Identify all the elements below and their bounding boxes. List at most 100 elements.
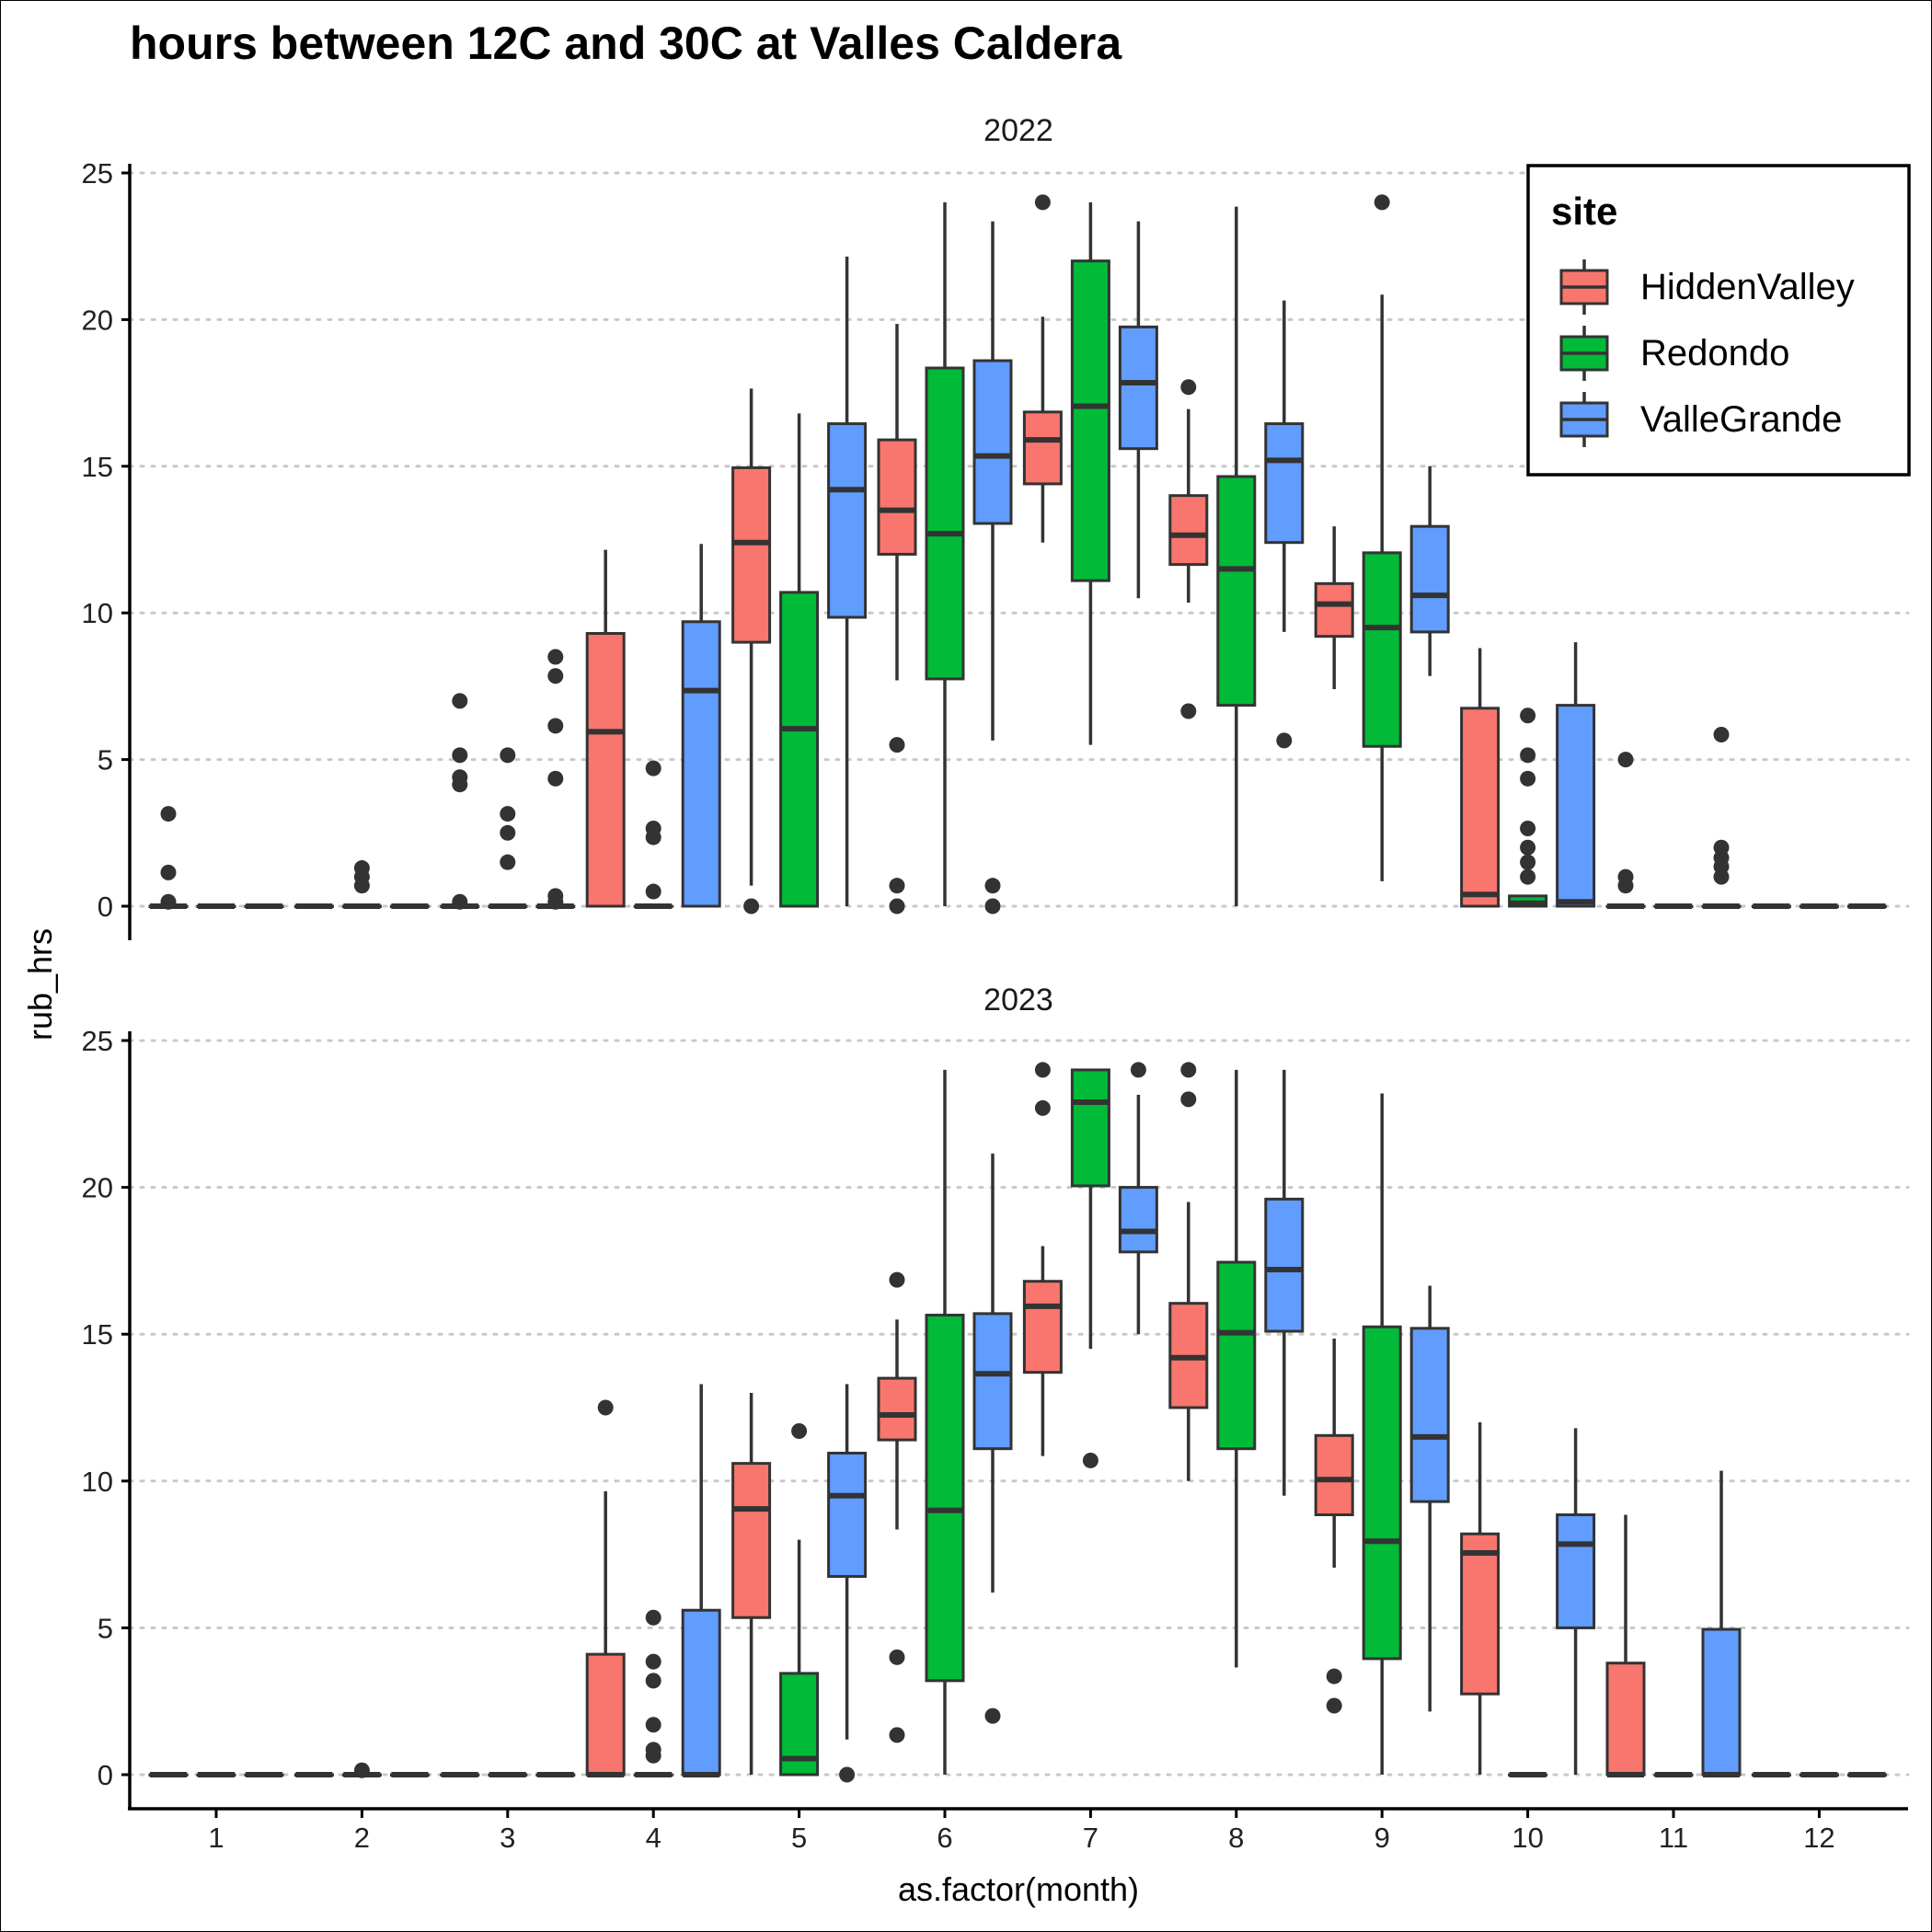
box-vallegrande-11 <box>1701 1470 1742 1777</box>
box-body <box>1556 704 1596 908</box>
outlier-point <box>1034 194 1051 211</box>
box-hiddenvalley-4 <box>585 1399 626 1777</box>
box-redondo-6 <box>925 201 965 906</box>
outlier-point <box>1180 1062 1197 1078</box>
panel-label: 2023 <box>983 983 1053 1018</box>
box-redondo-12 <box>1799 1772 1839 1777</box>
box-body <box>1460 707 1501 908</box>
outlier-point <box>889 898 905 914</box>
box-vallegrande-1 <box>244 1772 284 1777</box>
box-body <box>827 1451 868 1579</box>
outlier-point <box>1034 1062 1051 1078</box>
x-tick-label: 9 <box>1374 1822 1390 1854</box>
box-body <box>925 1313 965 1683</box>
box-body <box>1362 551 1402 748</box>
box-vallegrande-7 <box>1118 1062 1158 1335</box>
y-axis-label: rub_hrs <box>21 928 59 1041</box>
box-body <box>827 422 868 619</box>
outlier-point <box>1180 379 1197 396</box>
box-vallegrande-8 <box>1264 300 1305 749</box>
box-redondo-3 <box>488 747 528 909</box>
box-body <box>585 1652 626 1777</box>
outlier-point <box>1520 821 1536 837</box>
x-tick-label: 7 <box>1083 1822 1098 1854</box>
box-body <box>925 366 965 681</box>
box-hiddenvalley-7 <box>1022 194 1063 543</box>
outlier-point <box>889 1271 905 1288</box>
box-body <box>1701 1627 1742 1777</box>
x-tick-label: 6 <box>937 1822 952 1854</box>
box-vallegrande-12 <box>1846 903 1887 909</box>
box-body <box>972 359 1013 525</box>
outlier-point <box>1082 1452 1098 1468</box>
y-tick-label: 25 <box>82 157 113 190</box>
box-redondo-4 <box>633 1609 673 1777</box>
outlier-point <box>500 747 516 764</box>
outlier-point <box>547 649 564 665</box>
box-body <box>681 1608 721 1777</box>
box-redondo-8 <box>1216 1069 1257 1668</box>
x-tick-label: 5 <box>791 1822 807 1854</box>
panel-2023: 2023 0 5 10 15 20 25 <box>82 983 1910 1809</box>
box-vallegrande-3 <box>535 649 576 910</box>
box-redondo-1 <box>196 1772 236 1777</box>
box-vallegrande-11 <box>1701 727 1742 909</box>
box-vallegrande-4 <box>681 1384 721 1777</box>
y-axis: 0 5 10 15 20 25 <box>82 1025 132 1809</box>
box-hiddenvalley-9 <box>1314 1338 1354 1714</box>
box-hiddenvalley-10 <box>1460 1421 1501 1775</box>
box-hiddenvalley-5 <box>731 1393 772 1775</box>
outlier-point <box>1713 868 1730 885</box>
y-axis: 0 5 10 15 20 25 <box>82 157 132 940</box>
box-hiddenvalley-8 <box>1168 1062 1209 1481</box>
outlier-point <box>1520 854 1536 870</box>
box-vallegrande-8 <box>1264 1069 1305 1496</box>
y-tick-label: 25 <box>82 1025 113 1057</box>
legend-items: HiddenValley Redondo ValleGrande <box>1559 259 1855 447</box>
box-body <box>1022 1280 1063 1374</box>
outlier-point <box>160 893 177 910</box>
box-redondo-12 <box>1799 903 1839 909</box>
outlier-point <box>500 824 516 841</box>
x-axis-label: as.factor(month) <box>898 1870 1139 1908</box>
y-tick-label: 0 <box>98 1759 113 1791</box>
outlier-point <box>889 878 905 894</box>
box-vallegrande-10 <box>1556 642 1596 908</box>
box-hiddenvalley-7 <box>1022 1062 1063 1456</box>
box-hiddenvalley-12 <box>1751 1772 1791 1777</box>
outlier-point <box>1520 747 1536 764</box>
box-redondo-9 <box>1362 194 1402 881</box>
box-body <box>877 438 917 556</box>
x-tick-label: 12 <box>1803 1822 1834 1854</box>
outlier-point <box>1713 727 1730 743</box>
x-tick-label: 10 <box>1512 1822 1543 1854</box>
box-hiddenvalley-8 <box>1168 379 1209 719</box>
outlier-point <box>791 1423 808 1440</box>
box-vallegrande-12 <box>1846 1772 1887 1777</box>
box-redondo-6 <box>925 1069 965 1775</box>
box-hiddenvalley-3 <box>440 693 480 910</box>
outlier-point <box>547 718 564 734</box>
box-hiddenvalley-1 <box>148 1772 189 1777</box>
outlier-point <box>984 1708 1001 1724</box>
outlier-point <box>547 770 564 787</box>
box-hiddenvalley-1 <box>148 806 189 910</box>
box-redondo-5 <box>779 1423 820 1777</box>
box-body <box>1409 1327 1450 1503</box>
panel-label: 2022 <box>983 113 1053 148</box>
outlier-point <box>645 1653 661 1670</box>
box-hiddenvalley-6 <box>877 324 917 914</box>
box-vallegrande-4 <box>681 544 721 908</box>
outlier-point <box>1520 839 1536 856</box>
outlier-point <box>889 1727 905 1743</box>
legend: site HiddenValley Redondo ValleGrande <box>1526 164 1911 477</box>
legend-item-hiddenvalley: HiddenValley <box>1559 259 1855 315</box>
box-vallegrande-5 <box>827 1384 868 1783</box>
box-vallegrande-1 <box>244 903 284 909</box>
legend-title: site <box>1551 190 1617 233</box>
box-body <box>1118 325 1158 451</box>
y-tick-label: 10 <box>82 597 113 629</box>
box-vallegrande-6 <box>972 221 1013 914</box>
y-tick-label: 15 <box>82 451 113 483</box>
